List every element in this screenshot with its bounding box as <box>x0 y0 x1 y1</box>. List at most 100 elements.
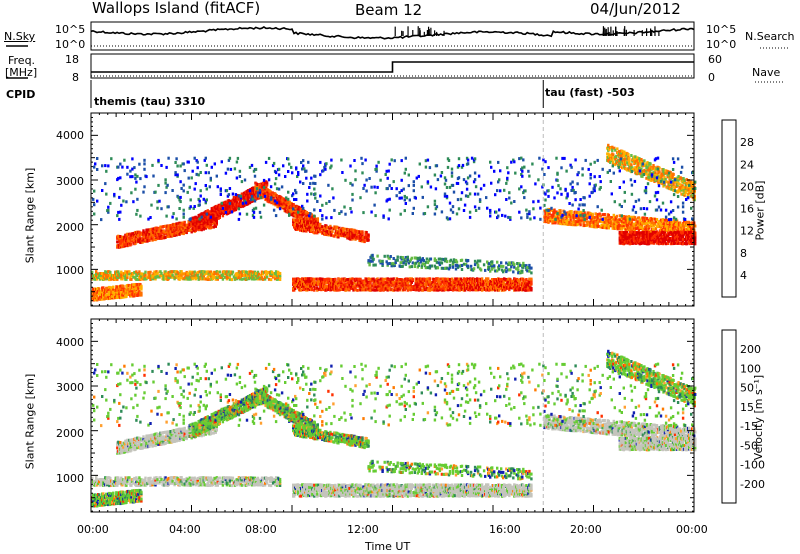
velocity-cell <box>124 481 127 485</box>
power-cell <box>262 188 265 192</box>
power-cell <box>313 288 316 292</box>
power-cell <box>206 278 209 281</box>
velocity-cell <box>178 438 181 442</box>
power-cell <box>300 215 303 219</box>
velocity-cell <box>170 476 173 480</box>
power-cell <box>246 193 250 196</box>
power-cell <box>96 298 99 302</box>
velocity-cell <box>223 481 227 485</box>
velocity-cell <box>92 502 95 506</box>
power-cell <box>300 223 303 227</box>
velocity-cell <box>313 490 316 494</box>
velocity-cell <box>344 439 347 443</box>
power-cell <box>275 277 279 281</box>
power-cell <box>154 233 157 237</box>
velocity-cell <box>274 407 277 411</box>
power-cell <box>236 274 240 278</box>
velocity-cell <box>156 479 159 483</box>
velocity-cell <box>148 444 151 448</box>
freq-unit: [MHz] <box>5 66 38 79</box>
velocity-cell <box>264 476 268 480</box>
velocity-cell <box>154 439 157 443</box>
velocity-cell <box>224 478 228 482</box>
nsky-tick-bottom: 10^0 <box>55 38 86 51</box>
velocity-cell <box>168 438 171 442</box>
power-cell <box>231 270 235 274</box>
power-cell <box>222 270 226 274</box>
nave-tick-bottom: 0 <box>708 71 715 84</box>
power-cell <box>308 218 311 222</box>
velocity-cell <box>218 476 221 480</box>
power-cell <box>166 274 169 278</box>
velocity-cell <box>157 442 160 446</box>
velocity-cell <box>307 427 310 431</box>
velocity-cell <box>267 483 271 487</box>
power-cell <box>225 276 229 280</box>
velocity-cell <box>349 443 352 447</box>
power-cell <box>185 231 188 235</box>
velocity-cell <box>105 492 108 496</box>
velocity-cell <box>179 478 182 481</box>
power-cell <box>171 225 174 228</box>
velocity-cell <box>347 434 350 438</box>
power-cell <box>240 274 244 277</box>
power-cell <box>138 270 141 274</box>
power-cell <box>155 270 158 274</box>
power-cell <box>325 227 328 231</box>
velocity-cell <box>122 445 125 449</box>
velocity-cell <box>147 441 150 445</box>
power-cell <box>122 239 125 243</box>
velocity-cell <box>108 496 111 500</box>
velocity-cell <box>310 419 313 423</box>
velocity-cell <box>228 405 232 409</box>
velocity-cell <box>162 480 165 484</box>
power-cell <box>261 277 265 281</box>
power-cell <box>240 272 244 276</box>
power-cell <box>218 274 221 278</box>
power-cell <box>224 272 228 276</box>
power-cell <box>234 275 238 279</box>
velocity-cell <box>307 491 310 495</box>
power-cell <box>135 292 138 296</box>
freq-label: Freq. <box>8 54 36 67</box>
power-cell <box>261 272 265 276</box>
velocity-cell <box>129 482 132 486</box>
power-cell <box>164 224 167 228</box>
power-cell <box>117 234 120 238</box>
velocity-cell <box>293 494 296 498</box>
power-cell <box>108 290 111 294</box>
velocity-cell <box>126 479 129 483</box>
power-cell <box>310 221 313 225</box>
power-cell <box>214 224 217 228</box>
power-cell <box>102 286 105 290</box>
nsearch-tick-top: 10^5 <box>706 23 737 36</box>
power-cell <box>140 284 143 288</box>
velocity-cell <box>221 483 225 487</box>
power-cell <box>344 233 347 237</box>
power-cell <box>141 272 144 276</box>
velocity-cell <box>136 500 139 503</box>
power-cell <box>307 221 310 225</box>
power-cell <box>203 272 206 276</box>
velocity-cell <box>356 439 359 442</box>
power-cell <box>164 277 167 281</box>
velocity-cell <box>240 483 244 487</box>
velocity-cell <box>313 433 316 437</box>
velocity-cell <box>213 415 216 419</box>
velocity-cell <box>117 476 120 480</box>
power-cell <box>148 238 151 242</box>
velocity-cell <box>308 485 311 489</box>
power-cell <box>266 270 270 274</box>
power-cell <box>193 270 196 274</box>
velocity-cell <box>210 424 213 428</box>
power-cell <box>307 285 310 289</box>
power-cell <box>132 240 135 244</box>
power-cell <box>272 197 275 201</box>
power-cell <box>257 188 260 192</box>
velocity-cell <box>139 489 142 493</box>
velocity-cell <box>319 428 322 432</box>
power-cell <box>333 234 336 238</box>
velocity-cell <box>242 476 246 480</box>
velocity-cell <box>278 480 282 484</box>
power-cell <box>292 223 295 227</box>
